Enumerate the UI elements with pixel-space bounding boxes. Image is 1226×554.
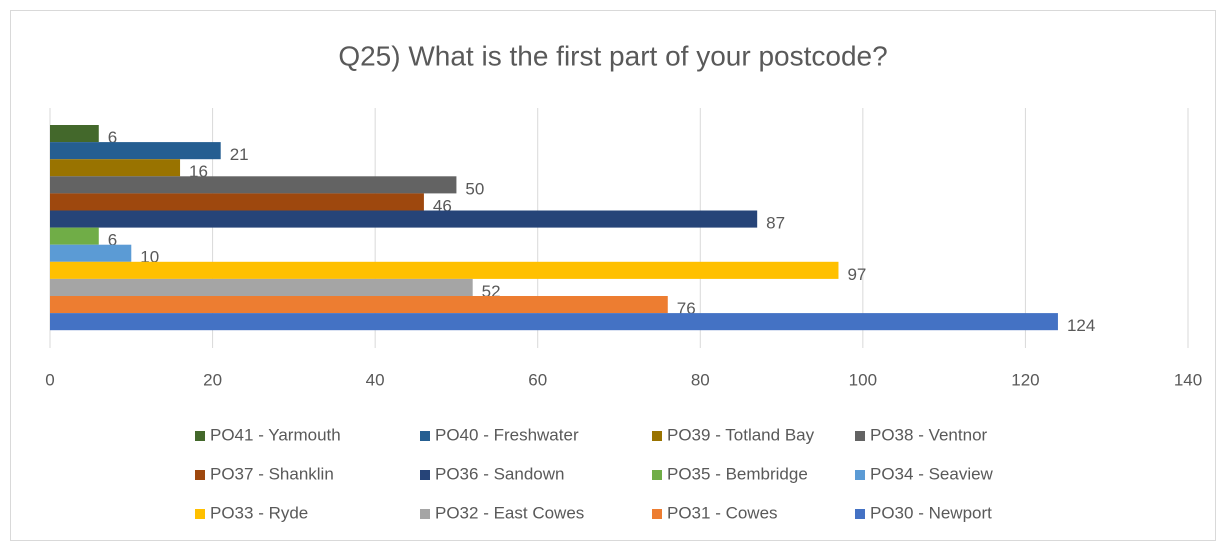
legend-swatch [195,431,205,441]
legend-swatch [855,470,865,480]
legend-label: PO31 - Cowes [667,503,778,522]
data-label: 87 [766,214,785,233]
bar [50,227,99,245]
legend-label: PO34 - Seaview [870,464,994,483]
legend-label: PO40 - Freshwater [435,425,579,444]
x-tick-label: 140 [1174,370,1202,389]
x-tick-label: 40 [366,370,385,389]
legend-swatch [652,509,662,519]
bar [50,142,221,160]
bar [50,261,839,279]
legend-label: PO35 - Bembridge [667,464,808,483]
legend-swatch [420,509,430,519]
bar [50,176,457,194]
legend-label: PO30 - Newport [870,503,992,522]
legend-label: PO33 - Ryde [210,503,308,522]
legend-label: PO38 - Ventnor [870,425,988,444]
legend-label: PO39 - Totland Bay [667,425,815,444]
legend-label: PO37 - Shanklin [210,464,334,483]
bar [50,244,132,262]
legend-swatch [195,470,205,480]
legend-swatch [855,431,865,441]
data-label: 6 [108,231,117,250]
bar [50,159,181,177]
legend-swatch [652,431,662,441]
legend-swatch [855,509,865,519]
legend-swatch [652,470,662,480]
bar [50,125,99,143]
bar [50,313,1058,331]
bar [50,278,473,296]
data-label: 50 [465,179,484,198]
legend-label: PO36 - Sandown [435,464,564,483]
legend-label: PO41 - Yarmouth [210,425,341,444]
data-label: 124 [1067,316,1095,335]
x-tick-label: 80 [691,370,710,389]
bar [50,296,668,314]
bar [50,193,424,211]
chart-title: Q25) What is the first part of your post… [338,40,887,71]
legend-swatch [420,470,430,480]
bar [50,210,758,228]
x-tick-label: 120 [1011,370,1039,389]
x-tick-label: 60 [528,370,547,389]
legend-swatch [195,509,205,519]
x-tick-label: 100 [849,370,877,389]
data-label: 21 [230,145,249,164]
legend-swatch [420,431,430,441]
x-tick-label: 20 [203,370,222,389]
data-label: 6 [108,128,117,147]
legend-label: PO32 - East Cowes [435,503,584,522]
data-label: 97 [847,265,866,284]
x-tick-label: 0 [45,370,54,389]
